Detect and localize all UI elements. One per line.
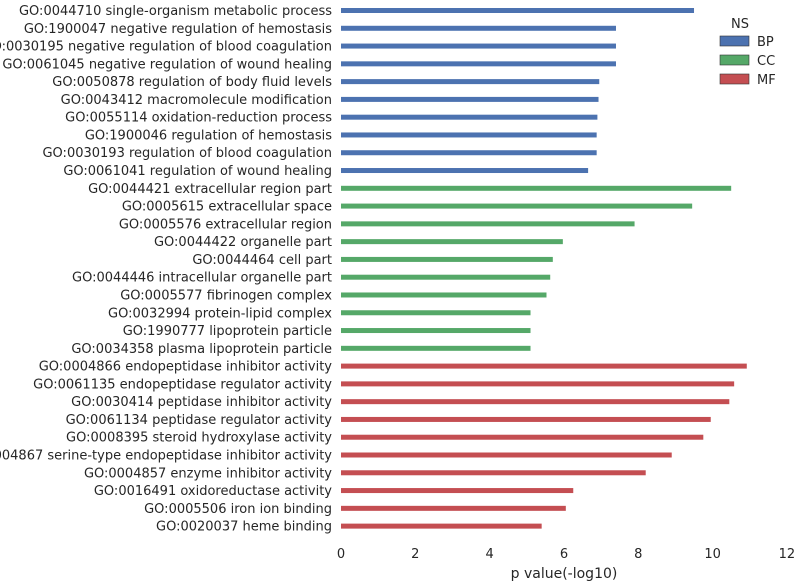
bar-bp [341,25,616,31]
bar-mf [341,363,747,369]
bar-bp [341,79,600,85]
category-label: GO:0004857 enzyme inhibitor activity [84,466,332,481]
bar-mf [341,470,646,476]
bar-bp [341,43,616,49]
category-label: GO:0005615 extracellular space [122,200,332,215]
category-label: GO:1900047 negative regulation of hemost… [24,22,332,37]
bar-mf [341,505,566,511]
x-tick-label: 4 [485,547,493,562]
bar-cc [341,256,553,262]
x-tick-label: 2 [411,547,419,562]
bar-bp [341,61,616,67]
bar-mf [341,416,711,422]
category-label: GO:0005506 iron ion binding [144,502,332,517]
category-label: GO:0061045 negative regulation of wound … [2,57,332,72]
category-label: GO:0055114 oxidation-reduction process [65,111,332,126]
category-label: GO:0061041 regulation of wound healing [63,164,332,179]
bar-cc [341,328,531,334]
bar-cc [341,203,693,209]
legend-swatch-mf [719,73,750,85]
bars-group [341,8,747,529]
bar-bp [341,8,695,13]
bar-cc [341,292,547,298]
legend-swatch-cc [719,54,750,66]
category-label: GO:0030414 peptidase inhibitor activity [71,395,332,410]
legend-swatch-bp [719,35,750,47]
category-label: GO:0004867 serine-type endopeptidase inh… [0,449,332,464]
bar-mf [341,488,574,494]
category-label: GO:0032994 protein-lipid complex [108,306,332,321]
category-label: GO:0008395 steroid hydroxylase activity [66,431,332,446]
category-label: GO:0020037 heme binding [156,520,332,535]
legend: NS BP CC MF [719,17,776,88]
bar-cc [341,185,732,191]
category-label: GO:0044464 cell part [192,253,332,268]
category-label: GO:0034358 plasma lipoprotein particle [71,342,332,357]
category-label: GO:0005576 extracellular region [119,217,332,232]
bar-mf [341,434,704,440]
category-labels: GO:0044710 single-organism metabolic pro… [0,4,332,535]
x-tick-label: 10 [704,547,721,562]
category-label: GO:0044446 intracellular organelle part [72,271,332,286]
category-label: GO:0061134 peptidase regulator activity [66,413,333,428]
bar-bp [341,132,597,138]
bar-bp [341,96,599,102]
category-label: GO:1990777 lipoprotein particle [123,324,332,339]
x-tick-label: 0 [337,547,345,562]
x-tick-label: 6 [560,547,568,562]
bar-mf [341,399,730,405]
bar-bp [341,168,589,174]
legend-label-bp: BP [757,35,774,50]
bar-bp [341,150,597,156]
x-axis-title: p value(-log10) [511,566,618,582]
category-label: GO:0043412 macromolecule modification [61,93,332,108]
bar-mf [341,523,542,529]
bar-mf [341,452,672,458]
bar-cc [341,239,563,245]
category-label: GO:0030195 negative regulation of blood … [0,40,332,55]
x-tick-label: 8 [634,547,642,562]
category-label: GO:0030193 regulation of blood coagulati… [42,146,332,161]
category-label: GO:0016491 oxidoreductase activity [94,484,332,499]
category-label: GO:0061135 endopeptidase regulator activ… [33,377,332,392]
legend-label-mf: MF [757,73,776,88]
category-label: GO:0044422 organelle part [154,235,332,250]
bar-cc [341,274,551,280]
category-label: GO:0004866 endopeptidase inhibitor activ… [39,360,333,375]
bar-cc [341,221,635,227]
category-label: GO:0050878 regulation of body fluid leve… [52,75,332,90]
category-label: GO:0044710 single-organism metabolic pro… [19,4,332,19]
legend-title: NS [731,17,749,32]
category-label: GO:1900046 regulation of hemostasis [85,128,332,143]
category-label: GO:0005577 fibrinogen complex [120,288,332,303]
x-tick-label: 12 [779,547,796,562]
category-label: GO:0044421 extracellular region part [88,182,332,197]
bar-cc [341,345,531,351]
bar-cc [341,310,531,316]
legend-label-cc: CC [757,54,775,69]
x-axis-ticks: 0 2 4 6 8 10 12 [337,547,795,562]
bar-mf [341,381,735,387]
bar-bp [341,114,598,120]
